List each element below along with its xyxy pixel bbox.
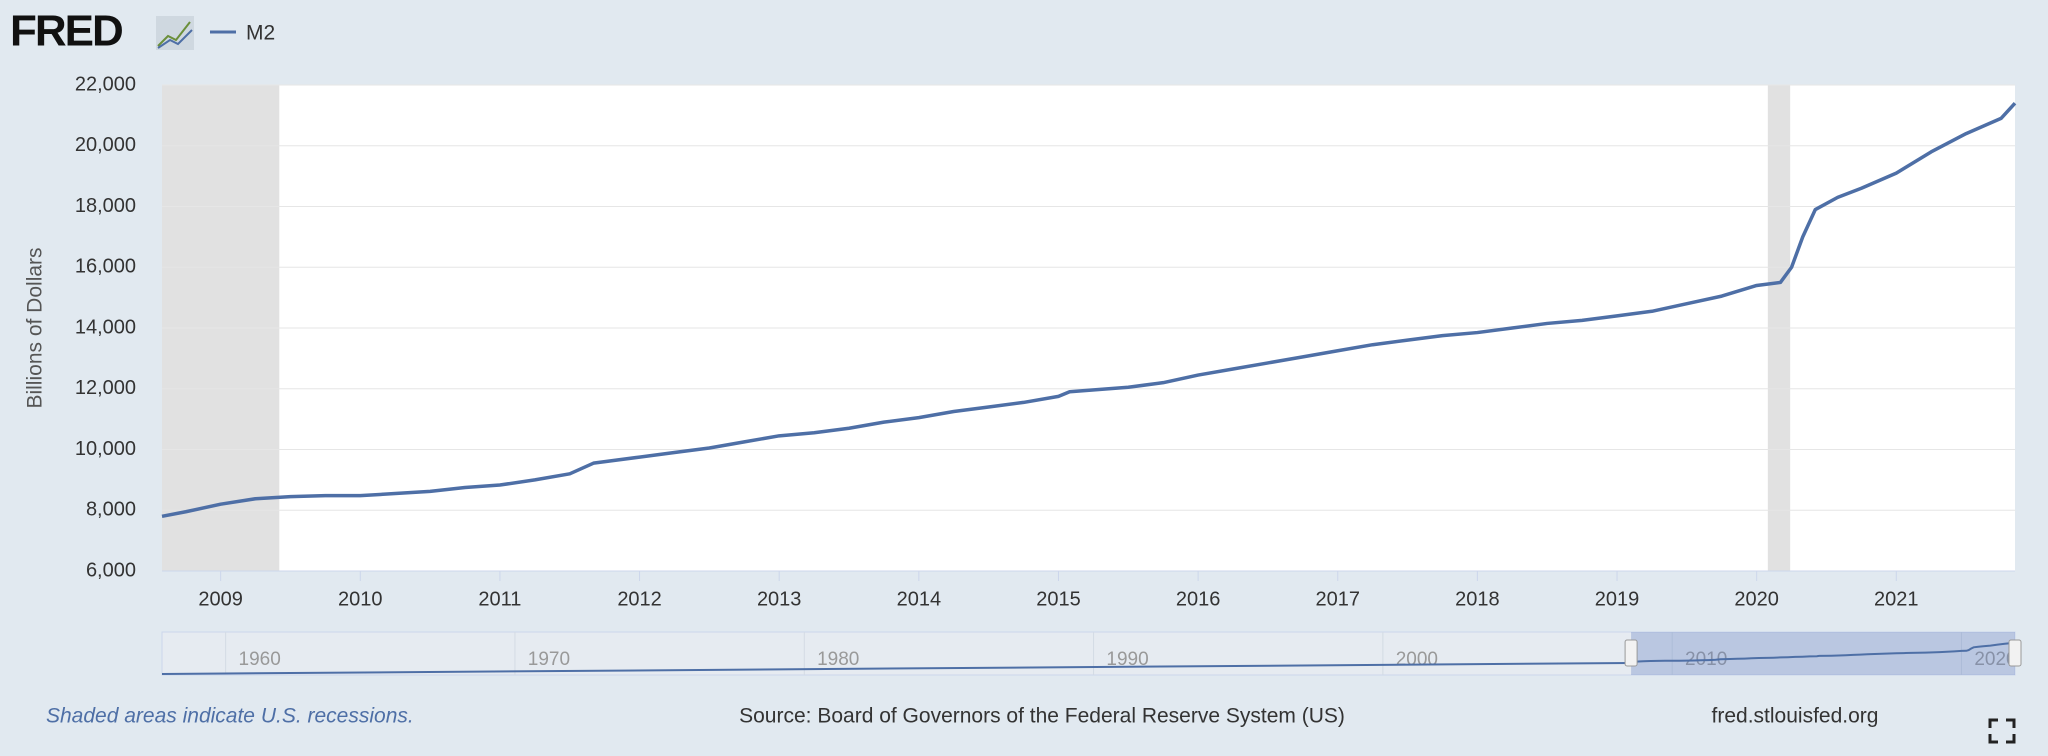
navigator-tick-label: 1980 — [817, 649, 859, 670]
x-tick-label: 2013 — [757, 588, 802, 610]
x-tick-label: 2010 — [338, 588, 383, 610]
y-tick-label: 6,000 — [86, 559, 136, 581]
x-tick-label: 2012 — [617, 588, 662, 610]
y-axis-label: Billions of Dollars — [24, 247, 47, 408]
navigator-selection — [1631, 632, 2015, 675]
source-note: Source: Board of Governors of the Federa… — [739, 705, 1345, 728]
y-tick-label: 8,000 — [86, 499, 136, 521]
navigator-line — [1631, 641, 2016, 663]
site-note: fred.stlouisfed.org — [1712, 705, 1879, 728]
navigator-tick-label: 2020 — [1974, 649, 2016, 670]
x-tick-label: 2015 — [1036, 588, 1081, 610]
navigator-handle[interactable] — [1624, 639, 1638, 667]
navigator-history — [161, 662, 1632, 675]
y-tick-label: 10,000 — [75, 438, 136, 460]
legend-label: M2 — [246, 22, 275, 45]
logo: FRED — [10, 7, 122, 56]
y-tick-label: 14,000 — [75, 316, 136, 338]
y-tick-label: 22,000 — [75, 73, 136, 95]
series-line — [161, 102, 2017, 519]
navigator-tick-label: 2000 — [1396, 649, 1438, 670]
navigator-tick-label: 1960 — [239, 649, 281, 670]
navigator-tick-label: 1990 — [1106, 649, 1148, 670]
x-tick-label: 2017 — [1316, 588, 1361, 610]
y-tick-label: 16,000 — [75, 256, 136, 278]
y-tick-label: 18,000 — [75, 195, 136, 217]
y-tick-label: 20,000 — [75, 134, 136, 156]
navigator-tick-label: 1970 — [528, 649, 570, 670]
navigator-handle[interactable] — [2008, 639, 2022, 667]
x-tick-label: 2014 — [897, 588, 942, 610]
fullscreen-icon[interactable] — [1988, 718, 2016, 744]
x-tick-label: 2021 — [1874, 588, 1919, 610]
x-tick-label: 2018 — [1455, 588, 1500, 610]
x-tick-label: 2011 — [478, 588, 521, 610]
x-tick-label: 2016 — [1176, 588, 1221, 610]
logo-icon — [156, 16, 194, 50]
x-tick-label: 2019 — [1595, 588, 1640, 610]
x-tick-label: 2009 — [198, 588, 243, 610]
recession-note: Shaded areas indicate U.S. recessions. — [46, 705, 414, 728]
y-tick-label: 12,000 — [75, 377, 136, 399]
x-tick-label: 2020 — [1734, 588, 1779, 610]
